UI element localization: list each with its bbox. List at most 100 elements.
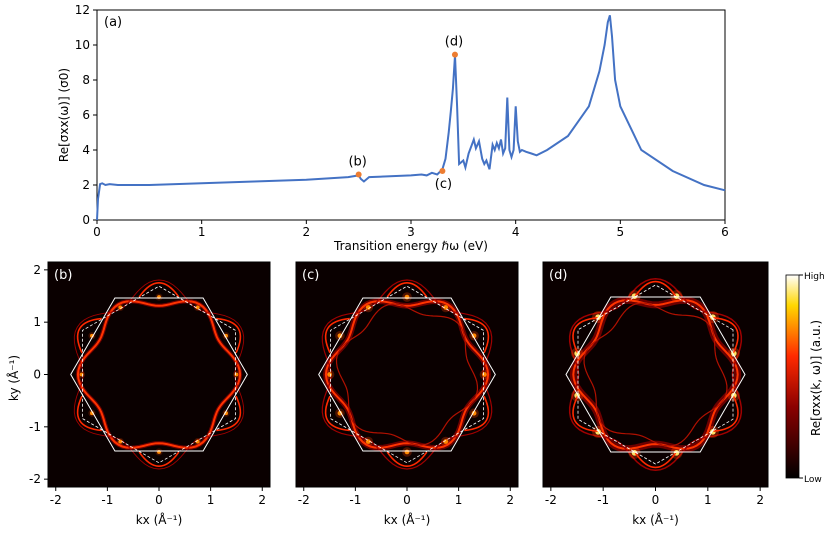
heatmap-background [296,262,518,487]
spectrum-y-tick-label: 2 [82,178,90,192]
heatmap-x-tick-label: 1 [455,493,463,507]
brillouin-zone-dashed [82,285,236,464]
heatmap-background [543,262,768,487]
heatmap-inner-ring [583,302,728,447]
heatmap-x-tick-label: 2 [258,493,266,507]
heatmap-hotspot [337,410,343,416]
heatmap-x-axis-label: kx (Å⁻¹) [136,512,183,527]
heatmap-lobe [76,395,102,432]
heatmap-x-tick-label: 0 [652,493,660,507]
heatmap-lobe [572,396,598,432]
heatmap-hotspot [482,372,487,377]
heatmap-hotspot [118,439,123,444]
colorbar-low-label: Low [804,475,822,485]
spectrum-y-tick-label: 12 [75,3,90,17]
heatmap-x-tick-label: 0 [403,493,411,507]
colorbar: High Low Re[σxx(k, ω)] (a.u.) [785,272,825,485]
spectrum-marker-label: (d) [445,35,463,50]
heatmap-x-tick-label: 2 [756,493,764,507]
brillouin-zone-solid [565,296,746,453]
heatmap-hotspot [404,449,410,455]
heatmap-lobe [76,317,102,354]
heatmap-x-tick-label: -1 [349,493,361,507]
spectrum-marker-point [451,51,458,58]
heatmap-hotspot [404,294,410,300]
heatmap-hotspot [337,333,343,339]
spectrum-marker-point [439,168,446,174]
brillouin-zone-dashed [577,284,734,465]
spectrum-marker-point [355,171,362,178]
colorbar-high-label: High [804,272,825,282]
heatmap-lobe [464,395,490,432]
heatmap-hotspot [471,410,477,416]
heatmap-outer-ring [568,277,743,472]
spectrum-y-tick-label: 10 [75,38,90,52]
heatmap-lobe [216,395,242,432]
spectrum-x-tick-label: 3 [407,225,415,239]
heatmap-x-tick-label: -2 [50,493,62,507]
brillouin-zone-dashed [330,285,484,464]
heatmap-x-tick-label: 0 [155,493,163,507]
brillouin-zone-solid [70,297,248,452]
spectrum-y-axis-label: Re[σxx(ω)] (σ0) [57,68,71,162]
heatmap-lobe [138,282,180,298]
heatmap-lobe [634,452,677,469]
spectrum-line [96,15,726,221]
heatmap-features [321,279,493,470]
heatmap-y-tick-label: -2 [29,472,41,486]
heatmap-ring [572,299,739,450]
colorbar-label: Re[σxx(k, ω)] (a.u.) [809,320,823,436]
heatmap-panel-d: (d) -2 -1 0 1 2 kx (Å⁻¹) [542,261,769,527]
heatmap-x-axis-label: kx (Å⁻¹) [384,512,431,527]
spectrum-plot-frame [96,9,726,221]
heatmap-background [48,262,270,487]
heatmap-panel-c: (c) -2 -1 0 1 2 kx (Å⁻¹) [295,261,519,527]
spectrum-y-tick-label: 4 [82,143,90,157]
heatmap-lobe [386,282,428,298]
heatmap-x-tick-label: 1 [704,493,712,507]
heatmap-features [568,277,743,472]
heatmap-panel-label: (c) [302,268,319,283]
heatmap-ring [324,300,490,449]
heatmap-lobe [138,451,180,467]
heatmap-hotspot [471,333,477,339]
heatmap-lobe [386,451,428,467]
spectrum-x-tick-label: 4 [512,225,520,239]
heatmap-features [73,279,245,470]
heatmap-hotspot [327,372,332,377]
heatmap-lobe [572,317,598,353]
heatmap-panel-b: (b) -2 -1 0 1 2 kx (Å⁻¹) [47,261,271,527]
spectrum-x-tick-label: 5 [617,225,625,239]
spectrum-y-tick-label: 0 [82,213,90,227]
colorbar-gradient [785,274,800,479]
heatmap-x-axis-label: kx (Å⁻¹) [632,512,679,527]
heatmap-lobe [634,280,677,297]
heatmap-hotspot [443,305,449,310]
heatmap-y-tick-label: 0 [33,368,41,382]
heatmap-y-tick-label: 2 [33,263,41,277]
heatmap-hotspot [365,305,371,310]
heatmap-hotspot [79,372,84,377]
spectrum-x-tick-label: 0 [93,225,101,239]
spectrum-x-tick-label: 6 [721,225,729,239]
heatmap-hotspot [443,439,449,444]
heatmap-x-tick-label: -2 [298,493,310,507]
heatmap-x-tick-label: -2 [545,493,557,507]
brillouin-zone-solid [318,297,496,452]
heatmap-lobe [713,396,739,432]
heatmap-ring [76,300,242,449]
heatmap-lobe [324,317,350,354]
heatmap-lobe [713,317,739,353]
heatmap-x-tick-label: 1 [207,493,215,507]
spectrum-y-tick-label: 8 [82,73,90,87]
heatmap-hotspot [365,439,371,444]
heatmap-y-axis-label: ky (Å⁻¹) [6,355,21,401]
heatmap-y-tick-label: 1 [33,315,41,329]
heatmap-panel-label: (d) [549,268,567,283]
heatmap-x-tick-label: -1 [597,493,609,507]
spectrum-marker-label: (c) [435,177,452,192]
spectrum-y-tick-label: 6 [82,108,90,122]
heatmap-panel-label: (b) [54,268,72,283]
